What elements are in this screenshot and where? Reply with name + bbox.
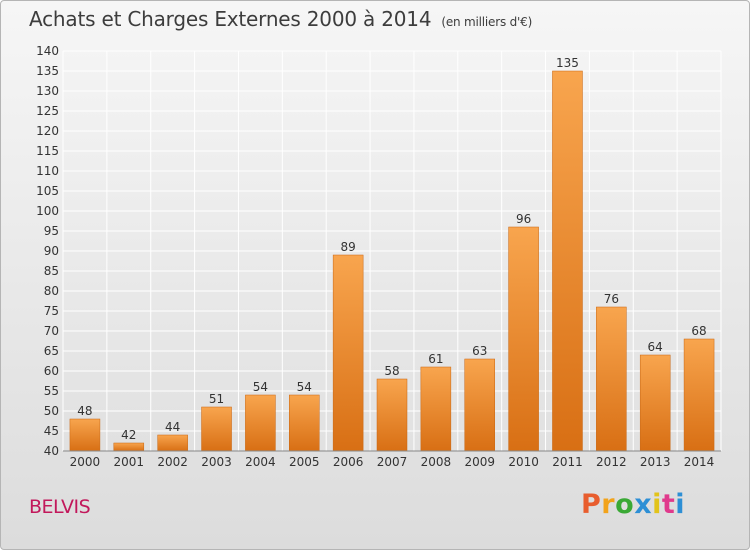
- bar: [683, 338, 715, 452]
- y-tick-label: 130: [36, 84, 59, 98]
- x-tick-label: 2005: [289, 455, 320, 469]
- y-tick-label: 50: [44, 404, 59, 418]
- y-tick-label: 95: [44, 224, 59, 238]
- y-tick-label: 55: [44, 384, 59, 398]
- y-tick-label: 115: [36, 144, 59, 158]
- bar: [289, 394, 320, 452]
- bar: [332, 254, 364, 452]
- data-label: 64: [648, 340, 663, 354]
- y-tick-label: 45: [44, 424, 59, 438]
- data-label: 63: [472, 344, 487, 358]
- x-tick-label: 2008: [421, 455, 452, 469]
- bar: [596, 306, 627, 452]
- bar: [508, 226, 539, 452]
- y-tick-label: 90: [44, 244, 59, 258]
- data-label: 42: [121, 428, 136, 442]
- bar: [552, 70, 583, 452]
- y-tick-label: 125: [36, 104, 59, 118]
- x-tick-label: 2001: [114, 455, 145, 469]
- x-tick-label: 2006: [333, 455, 364, 469]
- data-label: 89: [340, 240, 355, 254]
- y-tick-label: 100: [36, 204, 59, 218]
- y-tick-label: 65: [44, 344, 59, 358]
- bar: [464, 358, 495, 452]
- chart-title: Achats et Charges Externes 2000 à 2014: [29, 7, 432, 31]
- logo-letter: o: [615, 489, 635, 520]
- bar: [201, 406, 232, 452]
- bar: [69, 418, 101, 452]
- location-label: BELVIS: [29, 496, 91, 518]
- x-tick-label: 2003: [201, 455, 232, 469]
- y-tick-label: 60: [44, 364, 59, 378]
- x-tick-label: 2002: [157, 455, 188, 469]
- logo-letter: i: [652, 489, 662, 520]
- y-tick-label: 140: [36, 44, 59, 58]
- x-tick-label: 2010: [508, 455, 539, 469]
- bar: [245, 394, 276, 452]
- data-label: 76: [604, 292, 619, 306]
- bar: [420, 366, 452, 452]
- x-tick-label: 2004: [245, 455, 276, 469]
- data-label: 44: [165, 420, 180, 434]
- logo-letter: x: [634, 489, 653, 520]
- data-label: 68: [691, 324, 706, 338]
- logo-letter: r: [601, 489, 616, 520]
- bar: [376, 378, 408, 452]
- logo-letter: t: [661, 489, 676, 520]
- x-tick-label: 2013: [640, 455, 671, 469]
- proxiti-logo: Proxiti: [581, 489, 685, 520]
- data-label: 54: [297, 380, 312, 394]
- x-tick-label: 2000: [70, 455, 101, 469]
- chart-title-row: Achats et Charges Externes 2000 à 2014 (e…: [29, 7, 532, 31]
- bar: [113, 442, 145, 452]
- y-tick-label: 40: [44, 444, 59, 458]
- x-tick-label: 2012: [596, 455, 627, 469]
- data-label: 51: [209, 392, 224, 406]
- data-label: 48: [77, 404, 92, 418]
- x-tick-label: 2007: [377, 455, 408, 469]
- y-tick-label: 70: [44, 324, 59, 338]
- data-label: 54: [253, 380, 268, 394]
- x-tick-label: 2011: [552, 455, 583, 469]
- bar: [639, 354, 671, 452]
- data-label: 135: [556, 56, 579, 70]
- data-label: 58: [384, 364, 399, 378]
- bar: [157, 434, 188, 452]
- chart-subtitle: (en milliers d'€): [441, 15, 533, 29]
- x-tick-label: 2009: [464, 455, 495, 469]
- y-tick-label: 105: [36, 184, 59, 198]
- y-tick-label: 120: [36, 124, 59, 138]
- y-tick-label: 85: [44, 264, 59, 278]
- y-tick-label: 80: [44, 284, 59, 298]
- logo-letter: i: [675, 489, 686, 520]
- x-tick-label: 2014: [684, 455, 715, 469]
- y-tick-label: 110: [36, 164, 59, 178]
- data-label: 96: [516, 212, 531, 226]
- y-tick-label: 75: [44, 304, 59, 318]
- data-label: 61: [428, 352, 443, 366]
- y-tick-label: 135: [36, 64, 59, 78]
- logo-letter: P: [581, 489, 602, 520]
